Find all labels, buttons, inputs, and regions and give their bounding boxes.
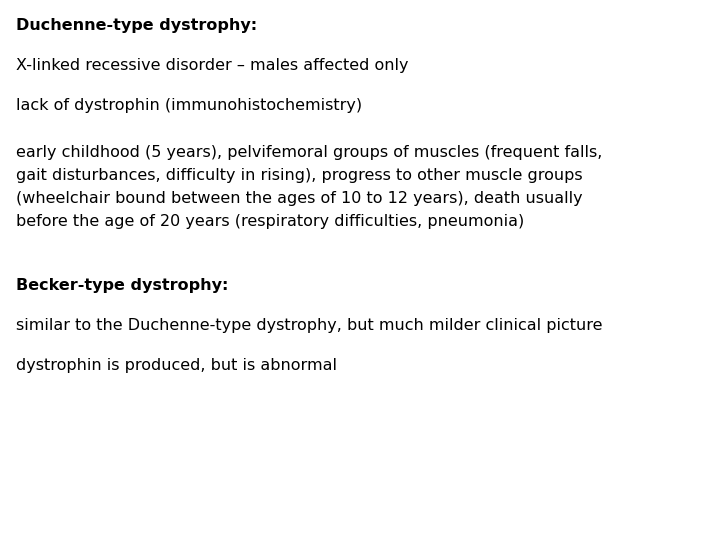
Text: X-linked recessive disorder – males affected only: X-linked recessive disorder – males affe… bbox=[16, 58, 408, 73]
Text: lack of dystrophin (immunohistochemistry): lack of dystrophin (immunohistochemistry… bbox=[16, 98, 362, 113]
Text: Duchenne-type dystrophy:: Duchenne-type dystrophy: bbox=[16, 18, 257, 33]
Text: similar to the Duchenne-type dystrophy, but much milder clinical picture: similar to the Duchenne-type dystrophy, … bbox=[16, 318, 603, 333]
Text: (wheelchair bound between the ages of 10 to 12 years), death usually: (wheelchair bound between the ages of 10… bbox=[16, 191, 582, 206]
Text: gait disturbances, difficulty in rising), progress to other muscle groups: gait disturbances, difficulty in rising)… bbox=[16, 168, 582, 183]
Text: dystrophin is produced, but is abnormal: dystrophin is produced, but is abnormal bbox=[16, 358, 337, 373]
Text: Becker-type dystrophy:: Becker-type dystrophy: bbox=[16, 278, 228, 293]
Text: before the age of 20 years (respiratory difficulties, pneumonia): before the age of 20 years (respiratory … bbox=[16, 214, 524, 229]
Text: early childhood (5 years), pelvifemoral groups of muscles (frequent falls,: early childhood (5 years), pelvifemoral … bbox=[16, 145, 603, 160]
